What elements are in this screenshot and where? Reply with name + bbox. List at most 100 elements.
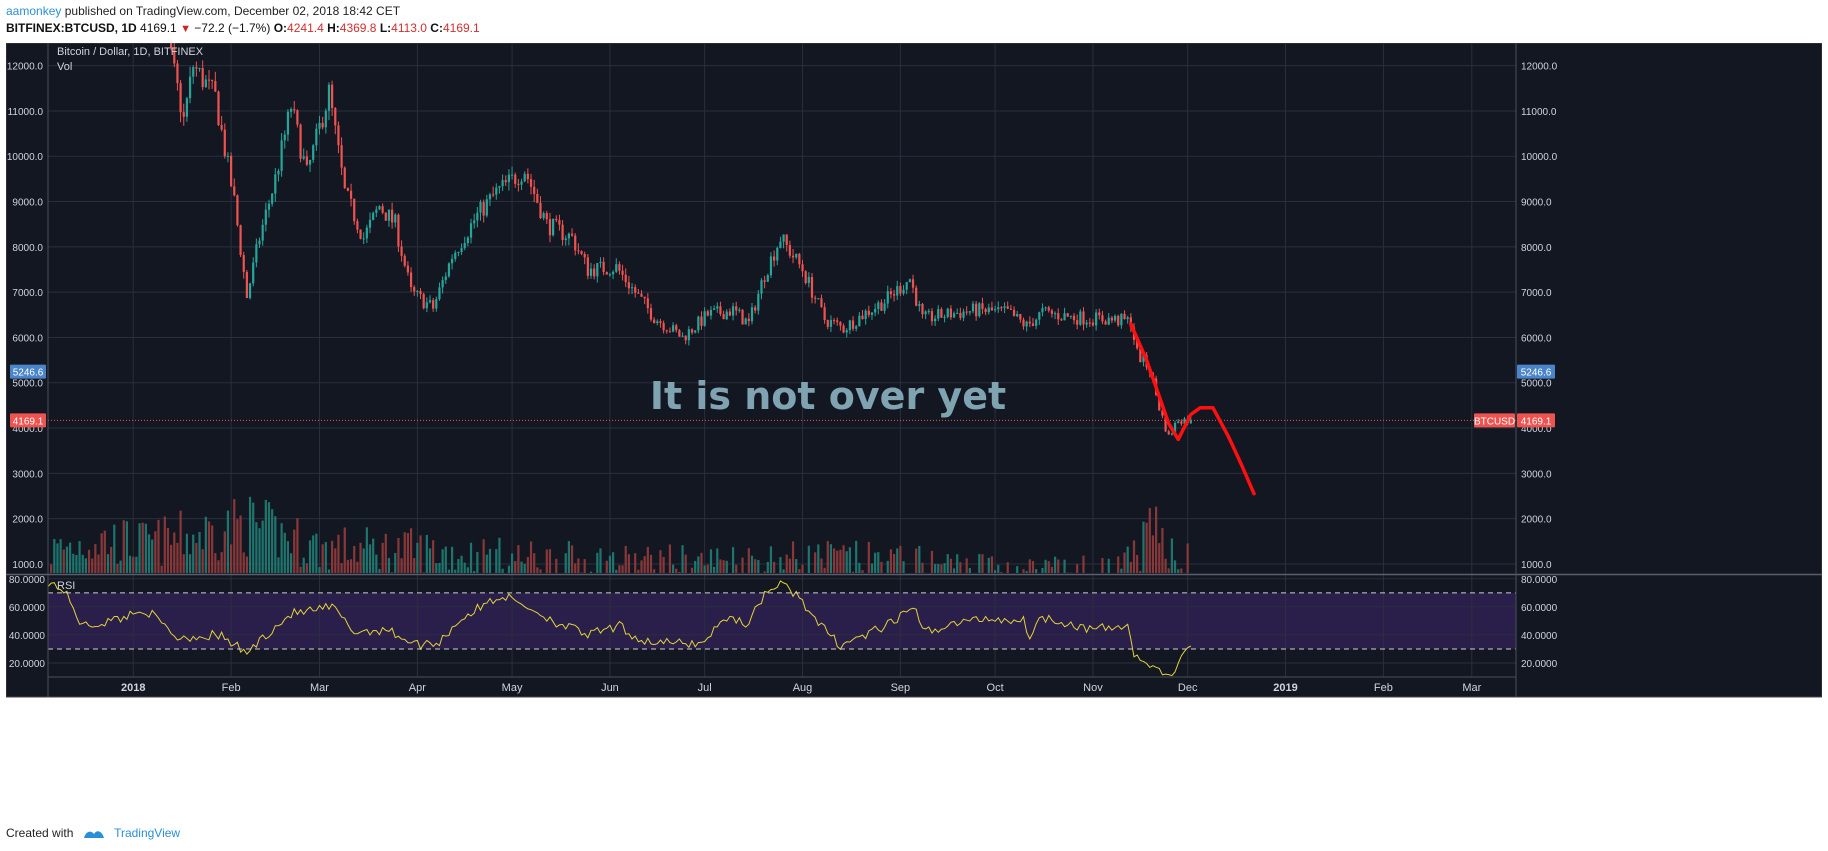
candle-body	[529, 179, 533, 187]
volume-bar	[741, 557, 744, 573]
candle-body	[593, 268, 596, 277]
volume-bar	[713, 566, 716, 573]
candle-body	[637, 292, 640, 294]
price-tick-label-left: 11000.0	[8, 107, 44, 118]
candle-body	[473, 220, 476, 224]
down-arrow-icon: ▼	[180, 23, 191, 35]
rsi-tick-label-left: 60.0000	[9, 603, 46, 614]
volume-bar	[801, 564, 804, 573]
candle-body	[394, 214, 397, 223]
candle-body	[444, 276, 447, 281]
candle-body	[671, 325, 675, 332]
time-tick-label: Feb	[222, 682, 241, 694]
volume-bar	[138, 523, 141, 573]
candle-body	[463, 243, 466, 249]
candle-body	[814, 297, 817, 299]
volume-bar	[697, 556, 700, 573]
candle-body	[1167, 431, 1170, 435]
candle-body	[349, 190, 353, 199]
candle-body	[419, 290, 422, 295]
candle-body	[627, 282, 630, 289]
volume-bar	[706, 564, 709, 573]
volume-bar	[135, 556, 138, 573]
volume-bar	[289, 553, 293, 573]
volume-bar	[1142, 521, 1145, 573]
candle-body	[1091, 322, 1095, 326]
volume-bar	[409, 528, 413, 573]
candle-body	[482, 202, 485, 216]
candle-body	[817, 298, 820, 300]
volume-bar	[684, 554, 687, 573]
candle-body	[207, 79, 211, 81]
price-tick-label-left: 7000.0	[12, 288, 43, 299]
volume-bar	[918, 545, 921, 573]
candle-body	[713, 308, 716, 310]
price-tick-label-left: 4000.0	[12, 424, 43, 435]
volume-bar	[375, 554, 378, 573]
volume-bar	[826, 541, 829, 573]
volume-bar	[56, 543, 59, 573]
candle-body	[779, 241, 782, 248]
open-label: O:	[273, 21, 288, 35]
volume-bar	[874, 552, 877, 573]
candle-body	[896, 286, 899, 296]
candle-body	[488, 194, 492, 200]
candle-body	[1053, 313, 1057, 315]
candle-body	[283, 134, 286, 141]
volume-bar	[444, 546, 447, 573]
chart-canvas[interactable]: 1000.0 1000.0 2000.0 2000.0 3000.0 3000.0 4000…	[6, 43, 1822, 815]
volume-bar	[624, 545, 627, 573]
volume-bar	[583, 559, 586, 573]
time-tick-label: Oct	[987, 682, 1004, 694]
candle-body	[308, 159, 312, 165]
candle-body	[460, 248, 463, 252]
candle-body	[776, 247, 779, 261]
candle-body	[381, 206, 384, 213]
candle-body	[375, 209, 378, 213]
volume-bar	[990, 556, 994, 573]
volume-bar	[387, 557, 391, 573]
volume-bar	[548, 549, 552, 573]
candle-body	[586, 257, 589, 276]
author-link[interactable]: aamonkey	[6, 4, 62, 18]
candle-body	[918, 304, 921, 306]
candle-body	[321, 122, 324, 128]
candle-body	[867, 310, 870, 315]
candle-body	[204, 79, 207, 88]
candle-body	[501, 180, 504, 187]
candle-body	[1142, 355, 1145, 363]
candle-body	[653, 319, 656, 324]
candle-body	[271, 193, 274, 204]
volume-bar	[545, 549, 548, 573]
volume-bar	[242, 552, 245, 573]
candle-body	[1069, 315, 1072, 317]
volume-bar	[488, 548, 492, 573]
candle-body	[504, 180, 507, 183]
candle-body	[1189, 420, 1192, 424]
candle-body	[526, 173, 529, 180]
volume-bar	[252, 502, 255, 573]
volume-bar	[567, 541, 571, 573]
projection-drawing[interactable]	[1129, 322, 1256, 496]
volume-bar	[555, 558, 558, 573]
candle-body	[750, 307, 754, 322]
candle-body	[741, 309, 744, 325]
candle-body	[836, 320, 839, 323]
candle-body	[536, 193, 539, 203]
volume-bar	[643, 556, 646, 573]
volume-bar	[725, 560, 728, 573]
candle-body	[981, 303, 984, 309]
price-tick-label-left: 9000.0	[12, 198, 43, 209]
volume-bar	[1170, 538, 1173, 573]
volume-bar	[798, 569, 801, 573]
candle-body	[921, 304, 924, 315]
volume-bar	[176, 542, 179, 573]
volume-bar	[397, 537, 400, 573]
volume-bar	[766, 561, 769, 573]
tradingview-logo-icon	[83, 831, 104, 838]
volume-bar	[763, 571, 766, 573]
volume-bar	[1154, 506, 1158, 573]
volume-bar	[1107, 558, 1110, 573]
tradingview-link[interactable]: TradingView	[114, 826, 181, 840]
candle-body	[552, 218, 555, 236]
